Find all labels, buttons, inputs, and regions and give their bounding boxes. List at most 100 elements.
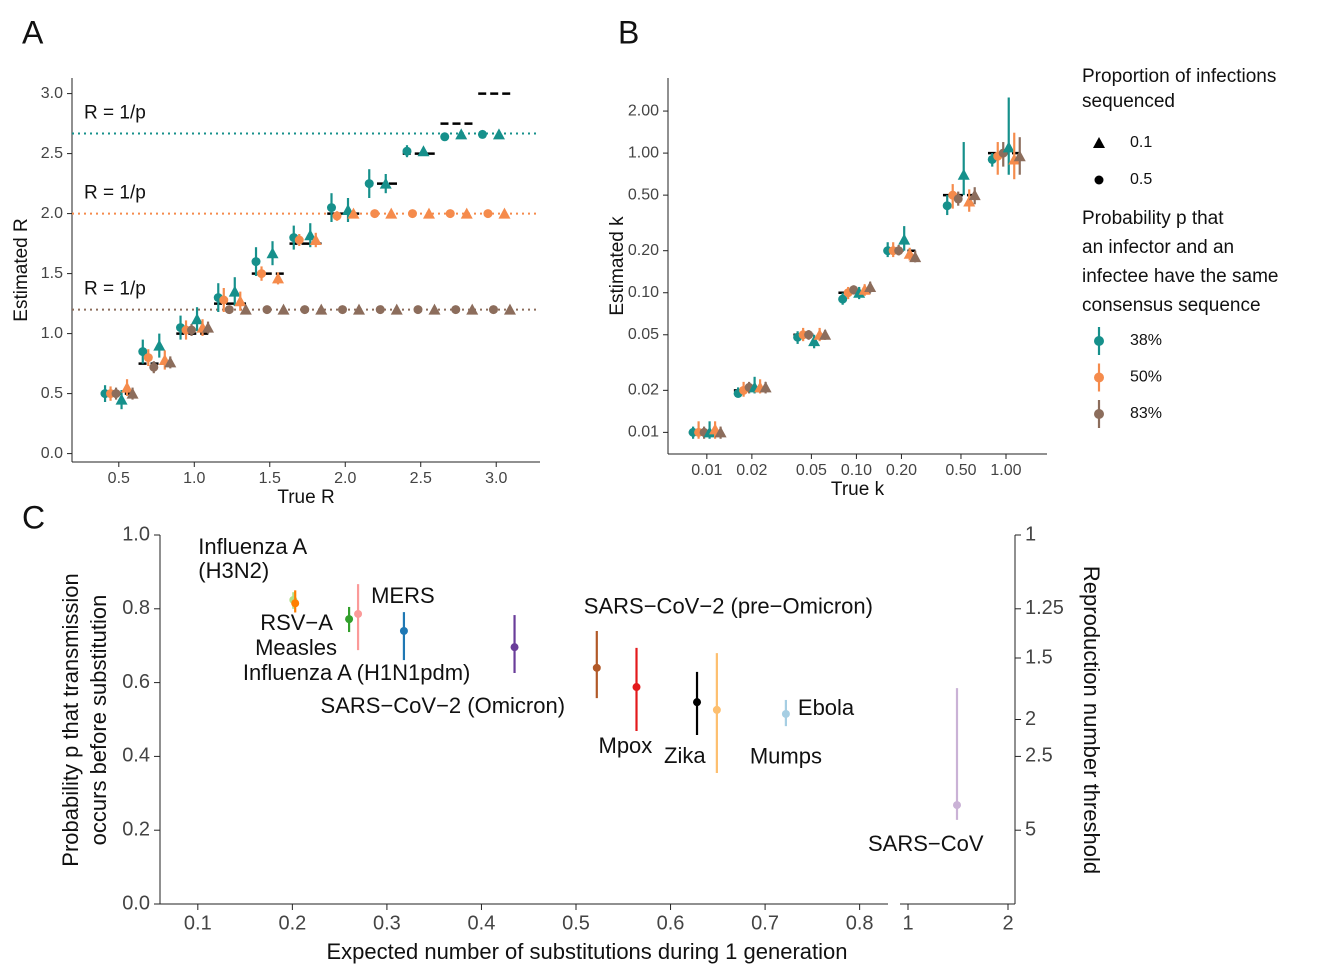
panel-label: C — [22, 499, 45, 535]
triangle-point — [858, 283, 871, 295]
y2-tick-label: 1.25 — [1025, 597, 1064, 619]
circle-point — [187, 325, 197, 335]
y-tick-label: 0.0 — [41, 445, 63, 462]
triangle-point — [272, 272, 285, 284]
y-tick-label: 2.0 — [41, 205, 63, 222]
triangle-point — [379, 177, 392, 189]
circle-point — [327, 203, 337, 213]
triangle-point — [498, 207, 511, 219]
triangle-point — [819, 328, 832, 340]
legend-label: 50% — [1130, 369, 1162, 386]
legend-label: 0.5 — [1130, 171, 1152, 188]
x-tick-label: 0.2 — [278, 912, 306, 934]
y2-tick-label: 1.5 — [1025, 646, 1053, 668]
x-tick-label: 0.5 — [108, 470, 130, 487]
panel-label: B — [618, 14, 639, 50]
legend-label: 0.1 — [1130, 134, 1152, 151]
triangle-point — [266, 247, 279, 259]
x-axis-title: True k — [831, 479, 885, 500]
point — [693, 698, 702, 707]
triangle-point — [417, 145, 430, 157]
point — [953, 801, 961, 810]
circle-point — [413, 305, 423, 315]
x-tick-label: 0.50 — [945, 462, 976, 479]
triangle-point — [909, 251, 922, 263]
circle-point — [402, 146, 412, 156]
triangle-point — [808, 335, 821, 347]
circle-point — [370, 209, 380, 219]
y-tick-label: 0.5 — [41, 385, 63, 402]
circle-point — [138, 347, 148, 357]
point-label: Zika — [664, 743, 706, 768]
point-label: SARS−CoV−2 (pre−Omicron) — [584, 594, 873, 619]
circle-point — [262, 305, 272, 315]
triangle-point — [126, 387, 139, 399]
x-tick-label: 1.5 — [259, 470, 281, 487]
legend-key-point — [1094, 336, 1104, 346]
point — [781, 709, 790, 718]
y2-tick-label: 5 — [1025, 818, 1036, 840]
y-tick-label: 2.00 — [628, 102, 659, 119]
triangle-point — [759, 381, 772, 393]
point — [354, 609, 363, 618]
legend-title: sequenced — [1082, 91, 1175, 112]
y-tick-label: 1.00 — [628, 144, 659, 161]
point — [399, 626, 408, 635]
triangle-point — [864, 280, 877, 292]
legend-title: infectee have the same — [1082, 266, 1278, 287]
x-tick-label: 1.00 — [990, 462, 1021, 479]
x-tick-label: 2.0 — [334, 470, 356, 487]
y-axis-title: Estimated R — [11, 218, 32, 321]
triangle-point — [277, 303, 290, 315]
point — [291, 599, 300, 608]
circle-point — [257, 269, 267, 279]
triangle-point — [164, 356, 177, 368]
y-tick-label: 0.8 — [122, 597, 150, 619]
circle-point — [483, 209, 493, 219]
x-axis-title: Expected number of substitutions during … — [327, 939, 848, 964]
y2-tick-label: 2 — [1025, 708, 1036, 730]
legend-key-point — [1094, 372, 1104, 383]
y-axis-title: occurs before substitution — [86, 595, 111, 846]
y2-tick-label: 2.5 — [1025, 745, 1053, 767]
y-tick-label: 0.05 — [628, 326, 659, 343]
triangle-point — [1093, 137, 1105, 148]
y-tick-label: 1.0 — [122, 523, 150, 545]
point — [632, 683, 641, 692]
point — [510, 643, 519, 652]
point-label: Ebola — [798, 695, 855, 720]
triangle-point — [714, 426, 727, 438]
triangle-point — [385, 207, 398, 219]
circle-point — [294, 235, 304, 245]
triangle-point — [239, 303, 252, 315]
y2-tick-label: 1 — [1025, 523, 1036, 545]
circle-point — [894, 246, 904, 256]
triangle-point — [968, 189, 981, 201]
x-tick-label: 1 — [902, 912, 913, 934]
circle-point — [364, 179, 374, 189]
point-label: SARS−CoV−2 (Omicron) — [321, 693, 566, 718]
legend-title: consensus sequence — [1082, 295, 1261, 316]
point-label: SARS−CoV — [868, 831, 984, 856]
threshold-label: R = 1/p — [84, 183, 146, 204]
triangle-point — [390, 303, 403, 315]
x-tick-label: 0.5 — [562, 912, 590, 934]
circle-point — [440, 132, 450, 142]
x-tick-label: 0.6 — [657, 912, 685, 934]
triangle-point — [115, 393, 128, 405]
y-tick-label: 0.4 — [122, 745, 150, 767]
triangle-point — [228, 285, 241, 297]
point-label: (H3N2) — [198, 558, 269, 583]
triangle-point — [460, 207, 473, 219]
y-tick-label: 0.0 — [122, 892, 150, 914]
y-tick-label: 0.01 — [628, 424, 659, 441]
point-label: MERS — [371, 583, 435, 608]
triangle-point — [422, 207, 435, 219]
triangle-point — [492, 128, 505, 140]
legend-key-point — [1094, 409, 1104, 419]
threshold-label: R = 1/p — [84, 103, 146, 124]
y-tick-label: 0.6 — [122, 671, 150, 693]
triangle-point — [1008, 153, 1021, 165]
circle-point — [445, 209, 455, 219]
circle-point — [300, 305, 310, 315]
